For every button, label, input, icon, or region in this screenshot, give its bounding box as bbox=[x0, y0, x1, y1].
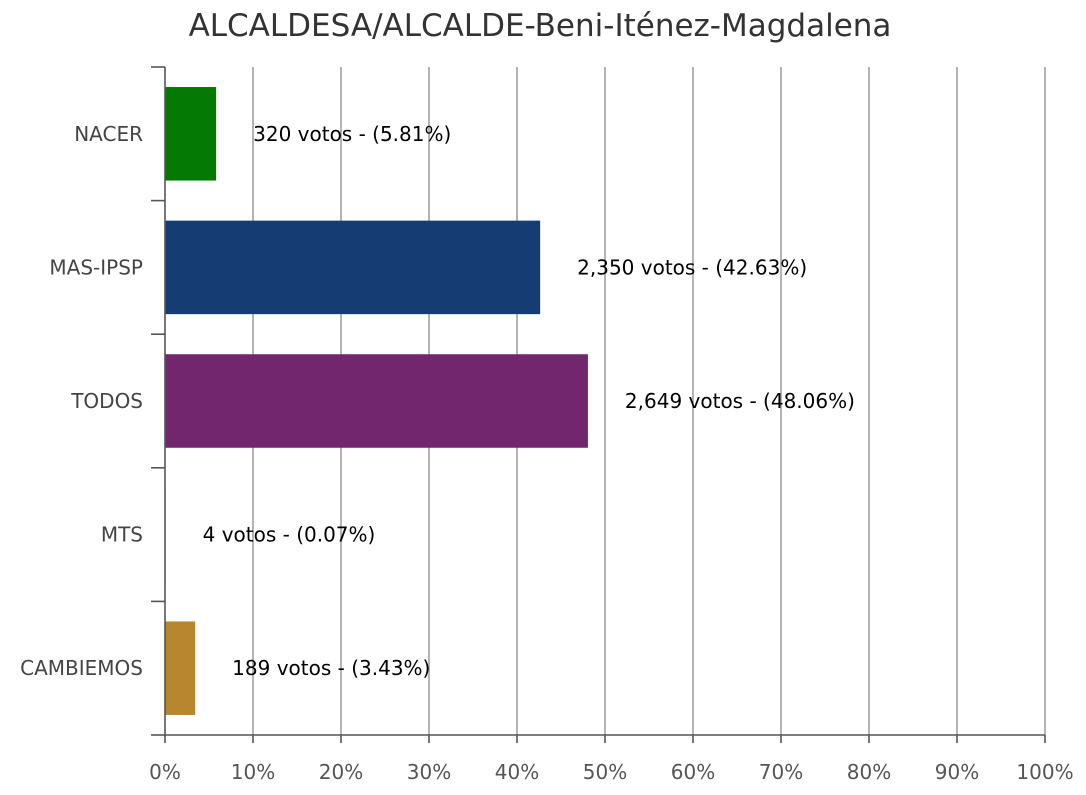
x-tick-label: 50% bbox=[583, 760, 627, 784]
data-label: 189 votos - (3.43%) bbox=[232, 656, 430, 680]
category-label: NACER bbox=[74, 122, 143, 146]
data-labels: 320 votos - (5.81%) 2,350 votos - (42.63%… bbox=[203, 122, 855, 680]
bars bbox=[165, 87, 588, 715]
grid-lines bbox=[252, 67, 1046, 735]
x-tick-label: 10% bbox=[231, 760, 275, 784]
category-label: TODOS bbox=[70, 389, 143, 413]
bar-nacer bbox=[165, 87, 217, 181]
data-label: 2,350 votos - (42.63%) bbox=[577, 255, 807, 279]
x-tick-label: 90% bbox=[935, 760, 979, 784]
x-tick-label: 20% bbox=[319, 760, 363, 784]
x-tick-label: 60% bbox=[671, 760, 715, 784]
bar-mas-ipsp bbox=[165, 220, 541, 315]
axes bbox=[151, 66, 1045, 736]
category-label: MAS-IPSP bbox=[49, 255, 143, 279]
category-label: CAMBIEMOS bbox=[20, 656, 143, 680]
chart-title: ALCALDESA/ALCALDE-Beni-Iténez-Magdalena bbox=[189, 8, 892, 44]
x-axis-ticks: 0% 10% 20% 30% 40% 50% 60% 70% 80% 90% 100% bbox=[149, 735, 1074, 784]
data-label: 4 votos - (0.07%) bbox=[203, 523, 376, 547]
category-labels: NACER MAS-IPSP TODOS MTS CAMBIEMOS bbox=[20, 122, 143, 680]
x-tick-label: 0% bbox=[149, 760, 181, 784]
x-tick-label: 70% bbox=[759, 760, 803, 784]
x-tick-label: 30% bbox=[407, 760, 451, 784]
bar-todos bbox=[165, 354, 588, 448]
x-tick-label: 40% bbox=[495, 760, 539, 784]
category-label: MTS bbox=[101, 523, 143, 547]
data-label: 320 votos - (5.81%) bbox=[253, 122, 451, 146]
data-label: 2,649 votos - (48.06%) bbox=[625, 389, 855, 413]
bar-cambiemos bbox=[165, 621, 196, 715]
x-tick-label: 80% bbox=[847, 760, 891, 784]
x-tick-label: 100% bbox=[1016, 760, 1073, 784]
